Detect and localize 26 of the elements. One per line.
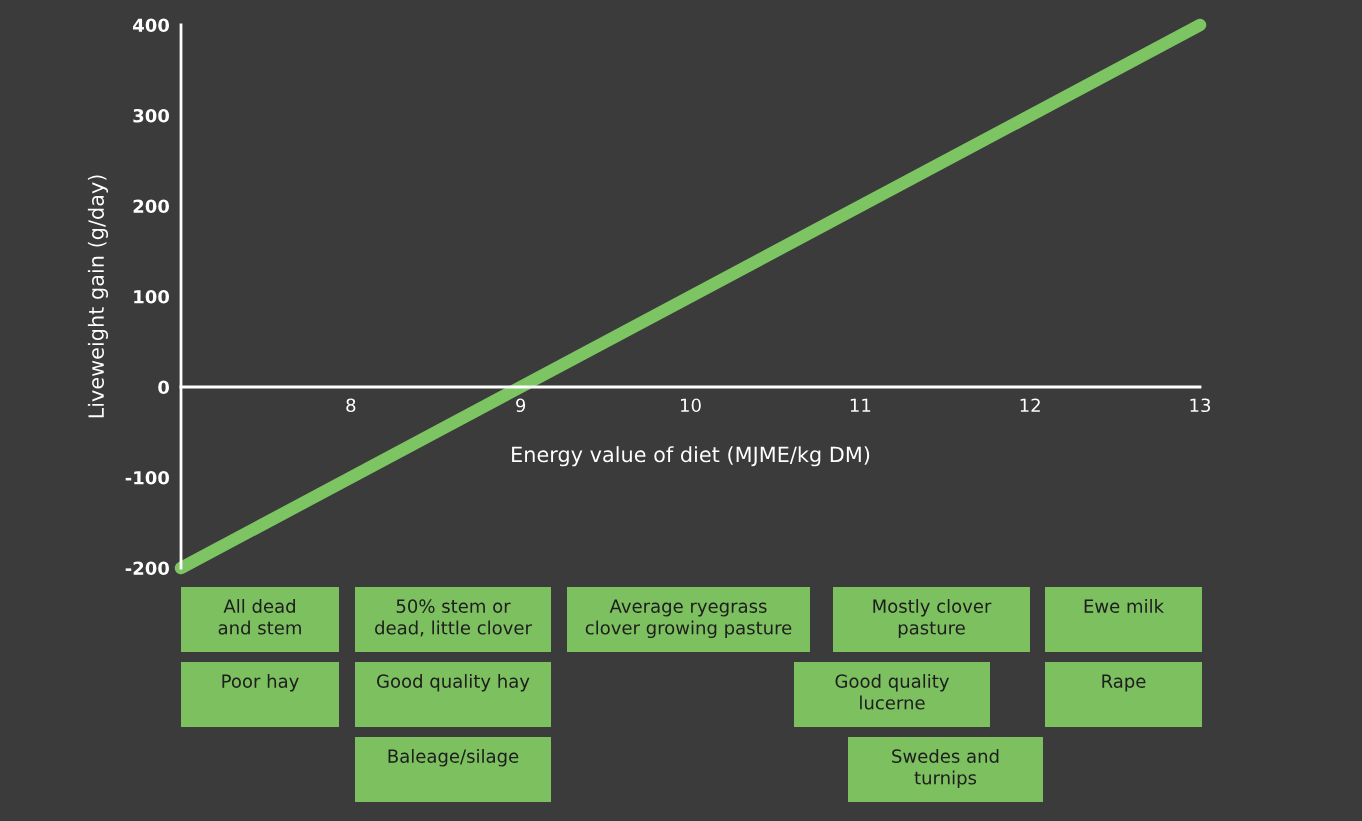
x-axis-title: Energy value of diet (MJME/kg DM) — [512, 446, 870, 467]
text: Mostly clover pasture — [873, 599, 992, 639]
text: 50% stem or dead, little clover — [375, 599, 532, 637]
text: Good quality lucerne — [835, 674, 949, 710]
y-tick-label: -200 — [125, 561, 170, 576]
x-tick-label: 11 — [850, 398, 871, 412]
x-tick-label: 9 — [516, 398, 526, 413]
y-tick-label: 400 — [133, 18, 170, 33]
y-tick-label: 300 — [133, 108, 170, 123]
y-axis-title: Liveweight gain (g/day) — [87, 175, 109, 418]
x-tick-label: 8 — [346, 398, 356, 413]
x-tick-label: 13 — [1190, 398, 1211, 413]
y-tick-label: 100 — [134, 289, 170, 304]
text: Rape — [1102, 674, 1146, 692]
text: Baleage/silage — [388, 749, 519, 767]
text: Good quality hay — [377, 674, 530, 692]
text: Swedes and turnips — [892, 749, 999, 789]
text: All dead and stem — [218, 599, 301, 635]
text: Ewe milk — [1084, 599, 1164, 613]
text: Poor hay — [222, 674, 299, 692]
y-tick-label: -100 — [125, 470, 170, 485]
y-tick-label: 200 — [133, 199, 170, 214]
x-tick-label: 12 — [1020, 398, 1040, 412]
x-tick-label: 10 — [681, 398, 701, 413]
text: Average ryegrass clover growing pasture — [585, 599, 792, 639]
y-tick-label: 0 — [158, 380, 170, 395]
